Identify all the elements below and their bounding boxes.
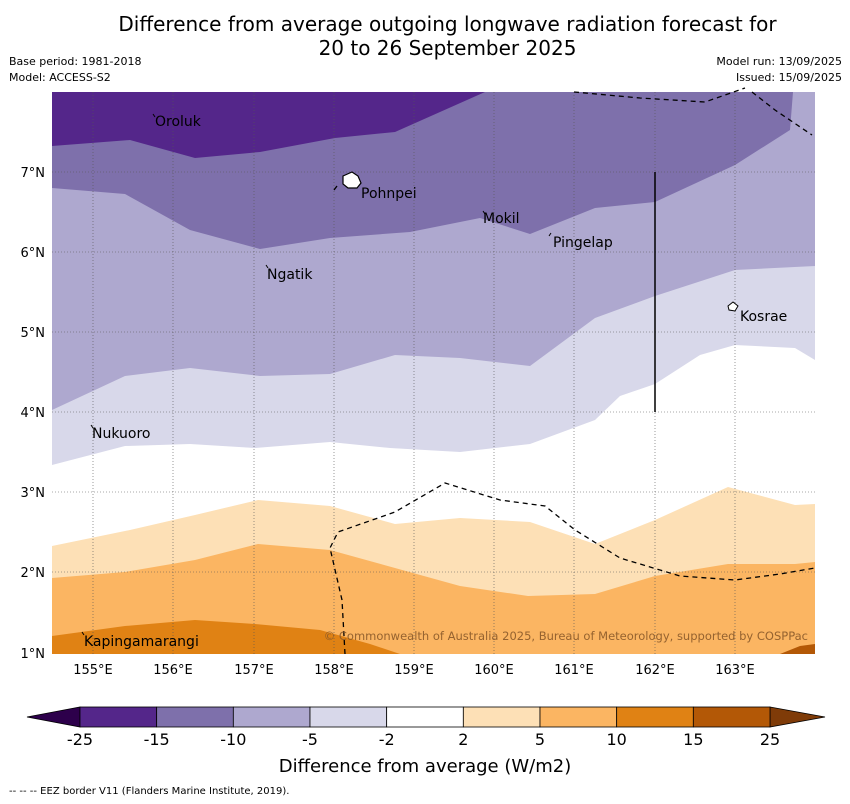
colorbar-tick-label: -2 <box>379 730 395 749</box>
lat-label-1n: 1°N <box>21 647 46 662</box>
place-label-nukuoro: Nukuoro <box>92 426 150 442</box>
colorbar: -25 -15 -10 -5 -2 2 5 10 15 25 <box>26 706 826 749</box>
colorbar-tick-label: 10 <box>606 730 626 749</box>
lat-label-5n: 5°N <box>21 326 46 341</box>
lat-label-3n: 3°N <box>21 486 46 501</box>
place-label-pingelap: Pingelap <box>553 235 613 251</box>
colorbar-tick-label: -10 <box>220 730 246 749</box>
colorbar-swatch <box>79 706 158 728</box>
model-name: Model: ACCESS-S2 <box>9 71 111 84</box>
band-15-to-25 <box>780 644 815 654</box>
mokil-marker <box>482 210 486 215</box>
ngatik-marker <box>265 264 269 269</box>
colorbar-tick-label: 2 <box>458 730 468 749</box>
colorbar-swatch <box>692 706 771 728</box>
eez-border-pohnpei <box>333 185 338 191</box>
place-label-ngatik: Ngatik <box>267 267 313 283</box>
colorbar-over-arrow <box>769 706 826 728</box>
colorbar-tick-label: 25 <box>760 730 780 749</box>
eez-borders <box>329 87 816 655</box>
base-period: Base period: 1981-2018 <box>9 55 142 68</box>
oroluk-marker <box>152 113 156 118</box>
kapingamarangi-marker <box>81 631 85 636</box>
title-line-1: Difference from average outgoing longwav… <box>118 12 777 36</box>
nukuoro-marker <box>90 424 94 429</box>
place-label-kosrae: Kosrae <box>740 309 787 325</box>
colorbar-under-arrow <box>26 706 81 728</box>
model-run: Model run: 13/09/2025 <box>716 55 842 68</box>
colorbar-swatch <box>156 706 234 728</box>
colorbar-tick-label: -5 <box>302 730 318 749</box>
place-label-kapingamarangi: Kapingamarangi <box>84 634 199 650</box>
lon-label-163e: 163°E <box>715 663 755 678</box>
colorbar-swatch <box>616 706 694 728</box>
colorbar-tick-labels: -25 -15 -10 -5 -2 2 5 10 15 25 <box>67 730 780 749</box>
lon-label-161e: 161°E <box>554 663 594 678</box>
colorbar-tick-label: 5 <box>535 730 545 749</box>
colorbar-swatch <box>309 706 388 728</box>
pohnpei-island <box>342 171 362 189</box>
lon-label-160e: 160°E <box>474 663 514 678</box>
map-area <box>52 92 815 654</box>
colorbar-tick-label: -25 <box>67 730 93 749</box>
lon-label-162e: 162°E <box>635 663 675 678</box>
meta-left: Base period: 1981-2018 Model: ACCESS-S2 <box>9 54 141 86</box>
lat-label-2n: 2°N <box>21 566 46 581</box>
atoll-markers <box>81 113 552 636</box>
lat-label-6n: 6°N <box>21 246 46 261</box>
eez-border-south <box>329 482 816 655</box>
title-line-2: 20 to 26 September 2025 <box>318 36 577 60</box>
issued-date: Issued: 15/09/2025 <box>735 71 842 84</box>
colorbar-tick-label: -15 <box>144 730 170 749</box>
footnote: -- -- -- EEZ border V11 (Flanders Marine… <box>9 786 290 797</box>
lat-label-7n: 7°N <box>21 166 46 181</box>
colorbar-swatch <box>539 706 618 728</box>
place-label-oroluk: Oroluk <box>155 114 202 130</box>
colorbar-swatch <box>386 706 464 728</box>
lat-label-4n: 4°N <box>21 406 46 421</box>
lon-label-159e: 159°E <box>394 663 434 678</box>
colorbar-swatch <box>232 706 311 728</box>
lon-label-156e: 156°E <box>153 663 193 678</box>
place-label-mokil: Mokil <box>483 211 520 227</box>
colorbar-swatch <box>462 706 541 728</box>
kosrae-island <box>727 301 739 312</box>
copyright-notice: © Commonwealth of Australia 2025, Bureau… <box>324 629 808 643</box>
colorbar-label: Difference from average (W/m2) <box>279 756 571 777</box>
lon-label-155e: 155°E <box>73 663 113 678</box>
lon-label-158e: 158°E <box>314 663 354 678</box>
colorbar-tick-label: 15 <box>683 730 703 749</box>
band-10-to-15 <box>52 620 400 654</box>
map-title: Difference from average outgoing longwav… <box>0 12 850 60</box>
eez-border-northeast <box>751 91 813 136</box>
lon-label-157e: 157°E <box>234 663 274 678</box>
colorbar-swatches <box>79 706 771 728</box>
meta-right: Model run: 13/09/2025 Issued: 15/09/2025 <box>716 54 842 86</box>
pingelap-marker <box>548 232 552 237</box>
place-label-pohnpei: Pohnpei <box>361 186 417 202</box>
